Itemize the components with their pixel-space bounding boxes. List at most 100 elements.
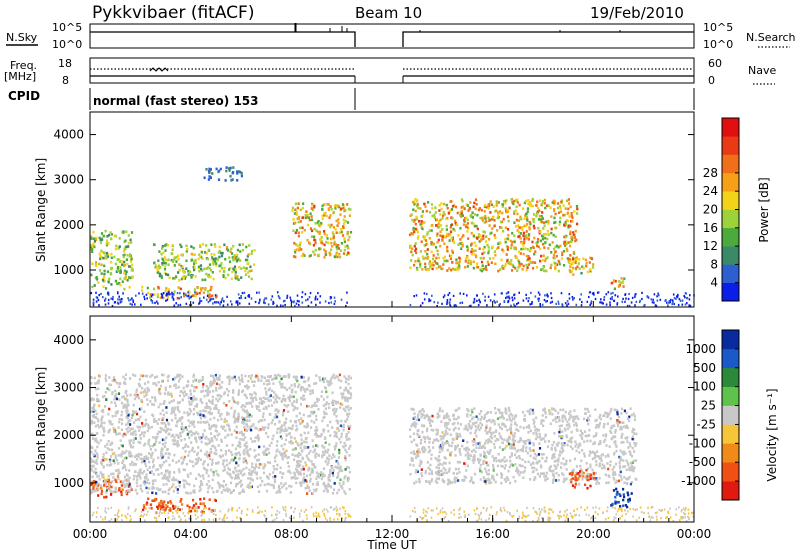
velocity-echo-cell <box>191 446 194 450</box>
velocity-echo-cell <box>181 503 184 506</box>
power-echo-cell <box>236 248 239 252</box>
velocity-echo-cell <box>282 483 285 487</box>
velocity-echo-cell <box>201 510 204 513</box>
power-echo-cell <box>310 229 314 233</box>
power-echo-cell <box>105 256 108 260</box>
power-clutter-cell <box>507 296 509 299</box>
power-clutter-cell <box>525 297 528 300</box>
velocity-echo-cell <box>228 425 231 428</box>
velocity-echo-cell <box>260 463 263 466</box>
velocity-echo-cell <box>145 455 148 458</box>
power-echo-cell <box>316 221 319 224</box>
power-echo-cell <box>342 252 346 255</box>
velocity-echo-cell <box>221 454 224 457</box>
velocity-echo-cell <box>310 471 313 474</box>
velocity-echo-cell <box>251 478 254 482</box>
velocity-echo-cell <box>345 377 348 381</box>
power-echo-cell <box>483 245 486 249</box>
power-echo-cell <box>493 250 497 253</box>
power-echo-cell <box>123 248 126 251</box>
power-echo-cell <box>575 238 578 242</box>
velocity-echo-cell <box>134 410 138 414</box>
power-echo-cell <box>573 210 576 213</box>
power-echo-cell <box>613 287 616 291</box>
power-echo-cell <box>576 265 579 268</box>
power-echo-cell <box>522 231 525 235</box>
power-echo-cell <box>104 287 108 290</box>
velocity-echo-cell <box>114 454 117 458</box>
power-echo-cell <box>476 236 479 240</box>
velocity-echo-cell <box>250 374 253 377</box>
velocity-echo-cell <box>478 461 481 464</box>
velocity-echo-cell <box>295 467 298 471</box>
velocity-echo-cell <box>600 454 603 457</box>
power-echo-cell <box>525 263 528 267</box>
velocity-echo-cell <box>186 411 189 414</box>
power-echo-cell <box>320 241 323 244</box>
power-echo-cell <box>347 238 350 242</box>
velocity-echo-cell <box>192 408 196 411</box>
power-clutter-cell <box>301 301 304 304</box>
velocity-echo-cell <box>94 467 97 471</box>
velocity-echo-cell <box>261 415 265 418</box>
velocity-echo-cell <box>203 429 206 432</box>
power-echo-cell <box>520 247 523 251</box>
velocity-echo-cell <box>237 476 240 480</box>
power-clutter-cell <box>607 291 610 294</box>
velocity-echo-cell <box>290 441 293 445</box>
velocity-echo-cell <box>113 461 116 465</box>
velocity-echo-cell <box>134 455 137 458</box>
velocity-echo-cell <box>338 469 341 473</box>
velocity-echo-cell <box>193 484 196 488</box>
power-echo-cell <box>487 238 491 241</box>
velocity-echo-cell <box>344 458 347 462</box>
velocity-echo-cell <box>419 462 422 465</box>
power-echo-cell <box>553 221 556 225</box>
velocity-echo-cell <box>164 490 167 494</box>
power-clutter-cell <box>248 294 250 297</box>
velocity-echo-cell <box>200 436 203 440</box>
velocity-echo-cell <box>324 460 327 463</box>
velocity-echo-cell <box>301 467 304 471</box>
power-echo-cell <box>297 220 300 224</box>
power-echo-cell <box>342 225 345 228</box>
power-clutter-cell <box>513 297 516 300</box>
velocity-echo-cell <box>224 489 227 492</box>
velocity-echo-cell <box>124 373 128 376</box>
power-echo-cell <box>306 238 309 242</box>
velocity-echo-cell <box>123 405 127 409</box>
velocity-echo-cell <box>102 458 105 462</box>
power-echo-cell <box>493 224 496 228</box>
power-clutter-cell <box>175 302 177 305</box>
velocity-echo-cell <box>188 403 191 406</box>
velocity-echo-cell <box>184 479 187 483</box>
power-clutter-cell <box>638 300 641 304</box>
power-echo-cell <box>304 214 307 217</box>
velocity-echo-cell <box>279 383 282 386</box>
velocity-echo-cell <box>195 386 198 389</box>
date-title: 19/Feb/2010 <box>590 4 684 22</box>
power-echo-cell <box>522 247 525 251</box>
power-clutter-cell <box>263 301 265 304</box>
velocity-echo-cell <box>303 477 306 480</box>
power-clutter-cell <box>221 297 224 300</box>
power-echo-cell <box>321 217 324 221</box>
velocity-echo-cell <box>199 488 202 491</box>
velocity-echo-cell <box>492 478 496 481</box>
velocity-echo-cell <box>245 429 248 432</box>
velocity-echo-cell <box>215 382 219 386</box>
velocity-echo-cell <box>225 387 229 391</box>
velocity-echo-cell <box>255 405 258 408</box>
velocity-echo-cell <box>265 453 268 456</box>
power-echo-cell <box>313 227 316 231</box>
power-clutter-cell <box>259 298 261 301</box>
velocity-echo-cell <box>293 448 296 451</box>
velocity-echo-cell <box>626 461 629 465</box>
velocity-echo-cell <box>317 472 320 476</box>
velocity-echo-cell <box>472 461 475 464</box>
velocity-echo-cell <box>142 470 146 473</box>
velocity-echo-cell <box>278 484 281 488</box>
velocity-echo-cell <box>123 451 126 455</box>
velocity-echo-cell <box>627 419 631 422</box>
velocity-echo-cell <box>146 386 149 390</box>
